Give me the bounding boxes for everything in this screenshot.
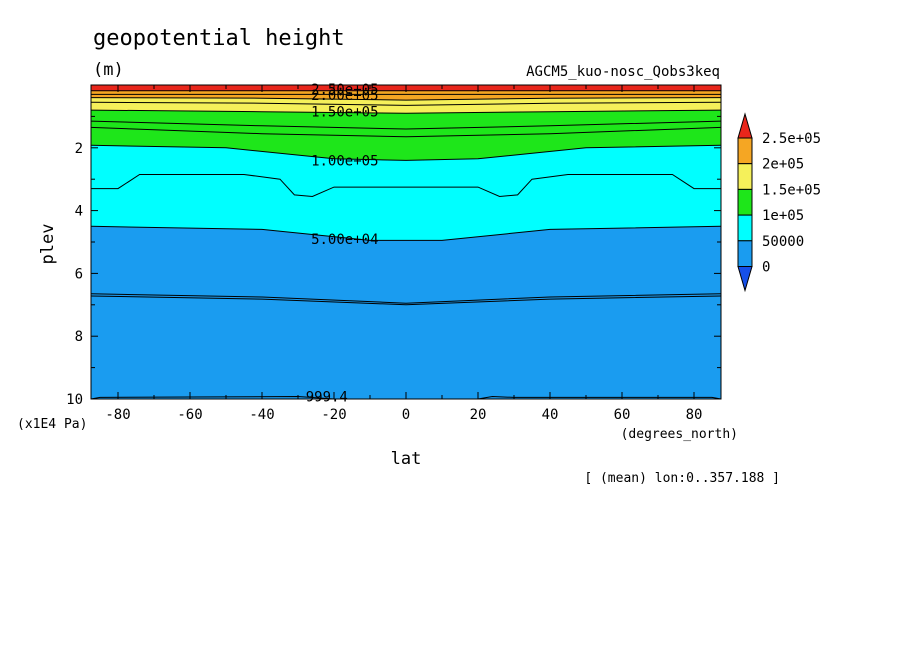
contour-label-3: 1.00e+05 [311, 153, 378, 169]
y-axis: 2 4 6 8 10 [66, 115, 721, 408]
band-contour-3 [90, 109, 722, 114]
chart-units: (m) [93, 60, 124, 80]
x-tick-label-8: 80 [686, 407, 703, 423]
chart-title: geopotential height [93, 26, 345, 51]
contour-line-5 [90, 293, 722, 304]
contour-line-3 [90, 126, 722, 138]
contour-label-5: 999.4 [306, 389, 348, 405]
contour-line-6 [90, 295, 722, 306]
colorbar-bottom-arrow [737, 266, 753, 293]
band-contour-4 [90, 144, 722, 161]
x-tick-label-4: 0 [402, 407, 410, 423]
colorbar-legend: 2.5e+05 2e+05 1.5e+05 1e+05 50000 0 [737, 112, 821, 293]
chart-footer: [ (mean) lon:0..357.188 ] [584, 471, 780, 486]
colorbar-label-2: 1.5e+05 [762, 182, 821, 198]
colorbar-top-arrow [737, 112, 753, 139]
chart-subtitle: AGCM5_kuo-nosc_Qobs3keq [526, 64, 720, 80]
x-tick-label-0: -80 [105, 407, 130, 423]
plot-area: 2.50e+052.00e+051.50e+05 1.00e+05 5.00e+04… [90, 82, 722, 405]
x-tick-label-2: -40 [249, 407, 274, 423]
x-tick-label-1: -60 [177, 407, 202, 423]
colorbar-box-2 [737, 163, 753, 190]
x-tick-label-3: -20 [321, 407, 346, 423]
contour-line-2 [90, 120, 722, 130]
colorbar-box-5 [737, 240, 753, 268]
y-axis-units: (x1E4 Pa) [17, 417, 87, 432]
y-tick-label-2: 6 [75, 266, 83, 282]
colorbar-label-0: 2.5e+05 [762, 131, 821, 147]
colorbar-box-3 [737, 188, 753, 216]
x-tick-label-7: 60 [614, 407, 631, 423]
filled-band-5 [91, 226, 721, 399]
colorbar-box-1 [737, 137, 753, 165]
y-tick-label-1: 4 [75, 204, 83, 220]
x-axis: -80 -60 -40 -20 0 20 40 60 80 [105, 85, 702, 423]
colorbar-label-4: 50000 [762, 234, 804, 250]
contour-label-4: 5.00e+04 [311, 232, 378, 248]
x-axis-label: lat [391, 449, 422, 469]
x-tick-label-6: 40 [542, 407, 559, 423]
colorbar-label-3: 1e+05 [762, 208, 804, 224]
colorbar-label-1: 2e+05 [762, 157, 804, 173]
colorbar-box-4 [737, 214, 753, 242]
y-tick-label-0: 2 [75, 141, 83, 157]
contour-line-4 [91, 174, 721, 198]
band-contour-2 [90, 97, 722, 101]
y-tick-label-4: 10 [66, 392, 83, 408]
contour-label-1: 2.00e+05 [311, 88, 378, 104]
contour-label-0: 2.50e+05 [311, 82, 378, 98]
contour-line-1 [90, 101, 722, 106]
y-tick-label-3: 8 [75, 329, 83, 345]
contour-label-2: 1.50e+05 [311, 105, 378, 121]
x-tick-label-5: 20 [470, 407, 487, 423]
x-axis-units: (degrees_north) [621, 427, 738, 442]
band-contour-5 [90, 225, 722, 241]
y-axis-label: plev [38, 224, 58, 265]
colorbar-label-5: 0 [762, 260, 770, 276]
